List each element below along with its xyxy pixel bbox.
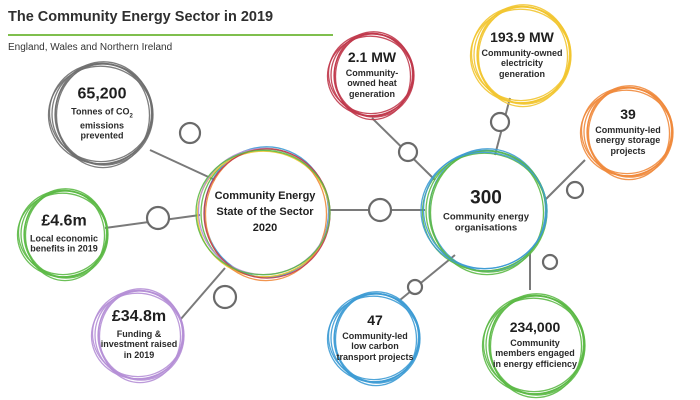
connector-funding [179,267,226,321]
circle-hub-state-of-sector [195,146,331,282]
circle-local [16,188,109,282]
transport-label: Community-led low carbon transport proje… [336,330,414,363]
ring-storage [565,180,585,200]
circle-funding [90,288,185,384]
ring-funding [212,284,238,310]
members-value: 234,000 [509,319,561,336]
funding-label: Funding & investment raised in 2019 [100,328,178,361]
hub-state-of-sector: Community Energy State of the Sector 202… [205,189,325,237]
stat-heat: 2.1 MW Community-owned heat generation [333,50,411,100]
ring-heat [397,141,419,163]
stat-funding: £34.8m Funding & investment raised in 20… [99,308,179,361]
electricity-value: 193.9 MW [490,29,554,46]
stat-electricity: 193.9 MW Community-owned electricity gen… [479,30,565,80]
stat-local-benefits: £4.6m Local economic benefits in 2019 [26,213,102,254]
co2-label: Tonnes of CO2 emissions prevented [59,106,145,141]
ring-electricity [489,111,511,133]
ring-local [145,205,171,231]
ring-transport [406,278,424,296]
members-label: Community members engaged in energy effi… [492,337,578,370]
co2-label-subscript: 2 [129,113,133,120]
circle-storage [579,85,674,181]
storage-label: Community-led energy storage projects [595,124,661,157]
co2-label-rest: emissions prevented [79,120,125,141]
transport-value: 47 [367,312,383,329]
connector-storage [544,159,586,201]
ring-members [541,253,559,271]
co2-label-prefix: Tonnes of CO [71,106,130,117]
stat-transport: 47 Community-led low carbon transport pr… [336,313,414,363]
circle-members [481,293,586,399]
circle-hub-organisations [420,148,548,276]
hub-organisations: 300 Community energy organisations [431,187,541,234]
heat-label: Community-owned heat generation [345,67,399,100]
heat-value: 2.1 MW [347,49,397,66]
organisations-label: Community energy organisations [442,211,530,234]
page-subtitle: England, Wales and Northern Ireland [8,42,173,53]
stat-co2: 65,200 Tonnes of CO2 emissions prevented [59,85,145,142]
stat-members: 234,000 Community members engaged in ene… [492,320,578,370]
circle-transport [326,291,421,387]
electricity-label: Community-owned electricity generation [481,47,563,80]
connector-transport [399,254,456,301]
circle-co2 [47,61,154,169]
organisations-value: 300 [470,187,502,209]
page-title: The Community Energy Sector in 2019 [8,9,274,25]
storage-value: 39 [620,106,636,123]
circle-heat [326,31,415,121]
funding-value: £34.8m [111,308,167,326]
title-underline [8,34,333,36]
hub-line-2: State of the Sector [216,206,314,219]
local-label: Local economic benefits in 2019 [29,233,99,254]
ring-co2 [178,121,202,145]
co2-value: 65,200 [77,85,127,103]
hub-line-3: 2020 [252,221,278,234]
stat-storage: 39 Community-led energy storage projects [591,107,665,157]
circle-electricity [469,4,572,108]
connector-co2 [149,149,216,181]
ring-hubs [367,197,393,223]
hub-line-1: Community Energy [214,190,316,203]
local-value: £4.6m [41,212,87,230]
